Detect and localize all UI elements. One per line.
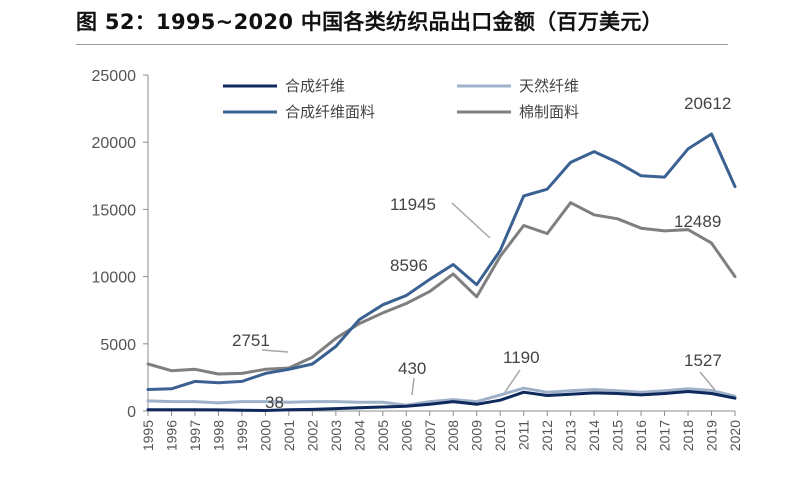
data-label: 1527	[684, 351, 722, 370]
x-tick-label: 2019	[704, 420, 720, 451]
x-tick-label: 1995	[140, 420, 156, 451]
x-tick-label: 2008	[445, 420, 461, 451]
series-line-natural-fiber	[146, 386, 737, 407]
legend-entry-label: 天然纤维	[519, 77, 579, 95]
data-label: 430	[398, 359, 426, 378]
data-label: 8596	[390, 256, 428, 275]
x-tick-label: 2018	[680, 420, 696, 451]
x-tick-label: 2005	[375, 420, 391, 451]
y-tick-label: 10000	[92, 270, 137, 287]
data-label-leader	[699, 371, 716, 391]
x-tick-label: 1998	[210, 420, 226, 451]
x-tick-label: 2011	[516, 420, 532, 450]
x-tick-label: 2016	[633, 420, 649, 451]
legend-entry-label: 合成纤维	[285, 77, 345, 95]
y-tick-label: 15000	[92, 202, 137, 219]
x-tick-label: 2015	[610, 420, 626, 451]
y-tick-label: 5000	[100, 337, 136, 354]
data-label: 20612	[684, 94, 731, 113]
x-tick-label: 2002	[304, 420, 320, 451]
x-tick-label: 2014	[586, 420, 602, 451]
x-tick-label: 2020	[727, 420, 743, 451]
data-label: 12489	[674, 212, 721, 231]
data-label-leader	[411, 377, 415, 396]
y-tick-label: 20000	[92, 135, 137, 152]
x-tick-label: 2004	[351, 420, 367, 451]
title-divider	[76, 44, 728, 45]
y-tick-label: 25000	[92, 68, 137, 85]
x-tick-label: 2017	[657, 420, 673, 451]
x-tick-label: 2003	[328, 420, 344, 451]
data-label-leader	[451, 202, 491, 239]
x-tick-label: 2000	[257, 420, 273, 451]
legend-entry-label: 合成纤维面料	[285, 103, 375, 121]
x-tick-label: 2010	[492, 420, 508, 451]
figure-title: 图 52：1995~2020 中国各类纺织品出口金额（百万美元）	[76, 10, 663, 34]
x-tick-label: 2012	[539, 420, 555, 451]
x-tick-label: 1996	[163, 420, 179, 451]
series-line-cotton-fabric	[146, 201, 737, 376]
x-tick-label: 2007	[422, 420, 438, 451]
data-label: 1190	[503, 348, 540, 367]
x-tick-label: 2009	[469, 420, 485, 451]
series-line-synthetic-fabric	[146, 132, 737, 391]
y-tick-label: 0	[127, 404, 136, 421]
data-label-leader	[261, 349, 289, 353]
data-label: 38	[265, 393, 284, 412]
x-tick-label: 2006	[398, 420, 414, 451]
data-label: 11945	[390, 195, 436, 214]
data-label: 2751	[232, 331, 270, 350]
x-tick-label: 2001	[281, 420, 297, 451]
series-line-synthetic-fiber	[146, 390, 737, 412]
x-tick-label: 1997	[187, 420, 203, 451]
legend-entry-label: 棉制面料	[519, 103, 579, 121]
x-tick-label: 1999	[234, 420, 250, 451]
x-tick-label: 2013	[563, 420, 579, 451]
data-label-leader	[504, 369, 521, 393]
